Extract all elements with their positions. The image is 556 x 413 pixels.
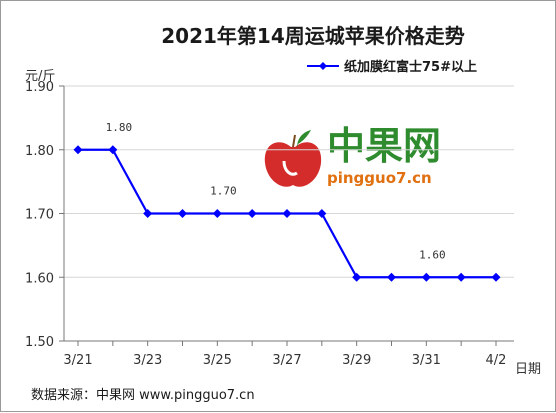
data-point: [247, 209, 257, 218]
data-point: [456, 272, 466, 282]
legend-label: 纸加膜红富士75#以上: [344, 59, 477, 75]
legend-marker: [319, 62, 327, 70]
watermark-name: 中果网: [327, 124, 441, 168]
data-point: [143, 209, 153, 218]
data-label: 1.80: [106, 121, 133, 134]
watermark-url: pingguo7.cn: [327, 169, 432, 187]
data-point: [317, 209, 327, 218]
y-tick-labels: 1.90 1.80 1.70 1.60 1.50: [25, 80, 54, 350]
data-label: 1.70: [210, 185, 237, 198]
data-point: [352, 272, 362, 282]
axes: [59, 85, 514, 346]
y-tick-label: 1.70: [25, 208, 54, 223]
chart-title: 2021年第14周运城苹果价格走势: [161, 24, 465, 48]
data-label: 1.60: [419, 248, 446, 261]
data-point: [421, 272, 431, 282]
data-point: [178, 209, 187, 218]
x-tick-label: 3/27: [272, 353, 301, 368]
x-tick-label: 3/21: [63, 353, 92, 368]
x-tick-label: 3/31: [412, 353, 441, 368]
x-tick-label: 3/25: [203, 353, 232, 368]
data-point: [212, 209, 222, 218]
y-tick-label: 1.50: [25, 335, 54, 350]
x-tick-label: 3/23: [133, 353, 162, 368]
data-points: [73, 145, 501, 282]
y-axis-label: 元/斤: [25, 69, 55, 84]
y-tick-label: 1.90: [25, 80, 54, 95]
x-axis-label: 日期: [515, 362, 541, 377]
data-point: [491, 272, 501, 282]
y-tick-label: 1.80: [25, 144, 54, 159]
data-point: [282, 209, 292, 218]
x-tick-labels: 3/21 3/23 3/25 3/27 3/29 3/31 4/2: [63, 353, 506, 368]
apple-icon: [264, 130, 322, 187]
data-source: 数据来源：中果网 www.pingguo7.cn: [31, 388, 255, 403]
y-tick-label: 1.60: [25, 271, 54, 286]
legend: 纸加膜红富士75#以上: [307, 59, 477, 75]
x-tick-label: 3/29: [342, 353, 371, 368]
data-point: [108, 145, 118, 155]
data-point: [387, 272, 396, 282]
data-point: [73, 145, 83, 155]
watermark-logo: 中果网 pingguo7.cn: [264, 124, 441, 187]
x-tick-label: 4/2: [486, 353, 507, 368]
data-labels: 1.80 1.70 1.60: [106, 121, 446, 262]
